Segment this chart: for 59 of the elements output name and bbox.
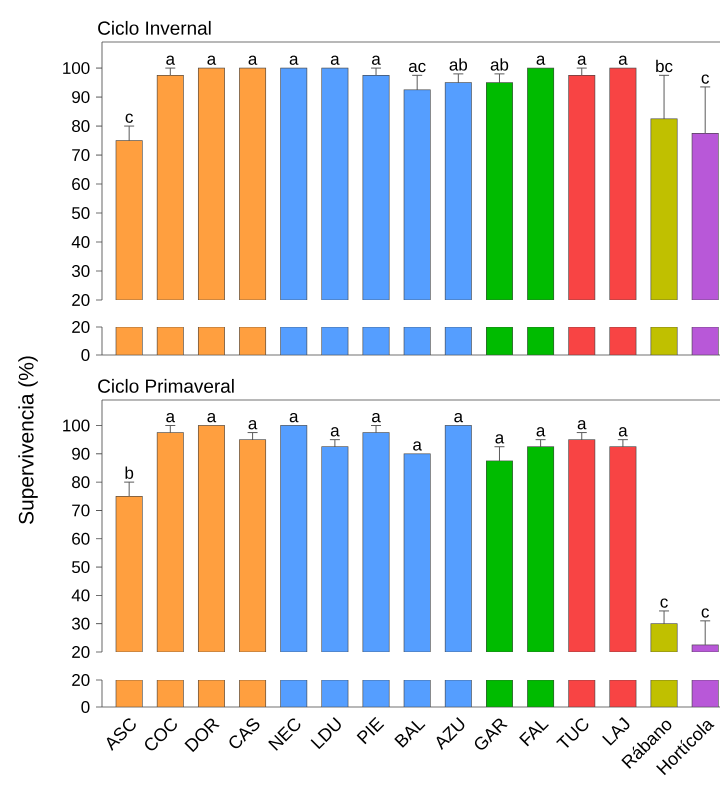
data-label: a	[290, 56, 298, 65]
x-tick-label: FAL	[519, 720, 549, 746]
data-label: a	[166, 413, 176, 422]
y-tick-label: 30	[72, 618, 90, 630]
y-tick-label: 20	[72, 320, 90, 333]
y-tick-label: 80	[72, 120, 90, 132]
y-tick-label: 50	[72, 561, 90, 574]
data-label: a	[578, 420, 586, 430]
y-tick-label: 90	[72, 91, 90, 104]
y-tick-label: 20	[72, 674, 90, 686]
data-label: ab	[490, 58, 508, 71]
y-tick-label: 0	[81, 348, 90, 361]
y-tick-label: 60	[72, 532, 90, 545]
data-label: a	[495, 434, 504, 444]
y-tick-label: 0	[81, 700, 90, 713]
y-tick-label: 70	[72, 149, 90, 162]
data-label: a	[248, 420, 258, 430]
data-label: a	[413, 441, 422, 451]
y-tick-label: 30	[72, 265, 90, 278]
y-tick-label: 50	[72, 207, 90, 220]
data-label: a	[290, 413, 298, 422]
data-label: ac	[408, 62, 426, 72]
data-label: a	[536, 427, 546, 436]
data-label: a	[372, 413, 381, 422]
data-label: a	[166, 56, 176, 65]
x-tick-label: BAL	[394, 720, 426, 748]
x-tick-label: PIE	[356, 716, 384, 744]
y-tick-label: 100	[63, 62, 90, 74]
data-label: a	[207, 413, 216, 422]
data-label: a	[330, 56, 340, 65]
chart-title: Ciclo Primaveral	[98, 378, 234, 393]
data-label: a	[207, 56, 216, 65]
data-label: c	[702, 608, 709, 618]
y-tick-label: 60	[72, 178, 90, 190]
data-label: a	[248, 56, 258, 65]
data-label: b	[126, 466, 134, 479]
data-label: a	[578, 56, 586, 65]
data-label: a	[536, 56, 546, 65]
y-tick-label: 20	[72, 294, 90, 306]
data-label: a	[454, 413, 464, 422]
data-label: c	[660, 598, 668, 608]
y-tick-label: 40	[72, 589, 90, 602]
y-tick-label: 20	[72, 646, 90, 658]
x-tick-label: TUC	[556, 718, 588, 748]
y-tick-label: 70	[72, 504, 90, 516]
data-label: a	[330, 427, 340, 436]
data-label: bc	[656, 60, 673, 72]
y-tick-label: 100	[63, 419, 90, 432]
data-label: ab	[450, 58, 468, 71]
chart-title: Ciclo Invernal	[98, 20, 211, 35]
y-tick-label: 80	[72, 476, 90, 488]
data-label: a	[618, 427, 628, 436]
data-label: a	[618, 56, 628, 65]
y-axis-title: Supervivencia (%)	[18, 356, 38, 524]
y-tick-label: 40	[72, 236, 90, 248]
data-label: c	[126, 114, 133, 123]
data-label: c	[702, 74, 709, 84]
data-label: a	[372, 56, 381, 65]
y-tick-label: 90	[72, 448, 90, 460]
